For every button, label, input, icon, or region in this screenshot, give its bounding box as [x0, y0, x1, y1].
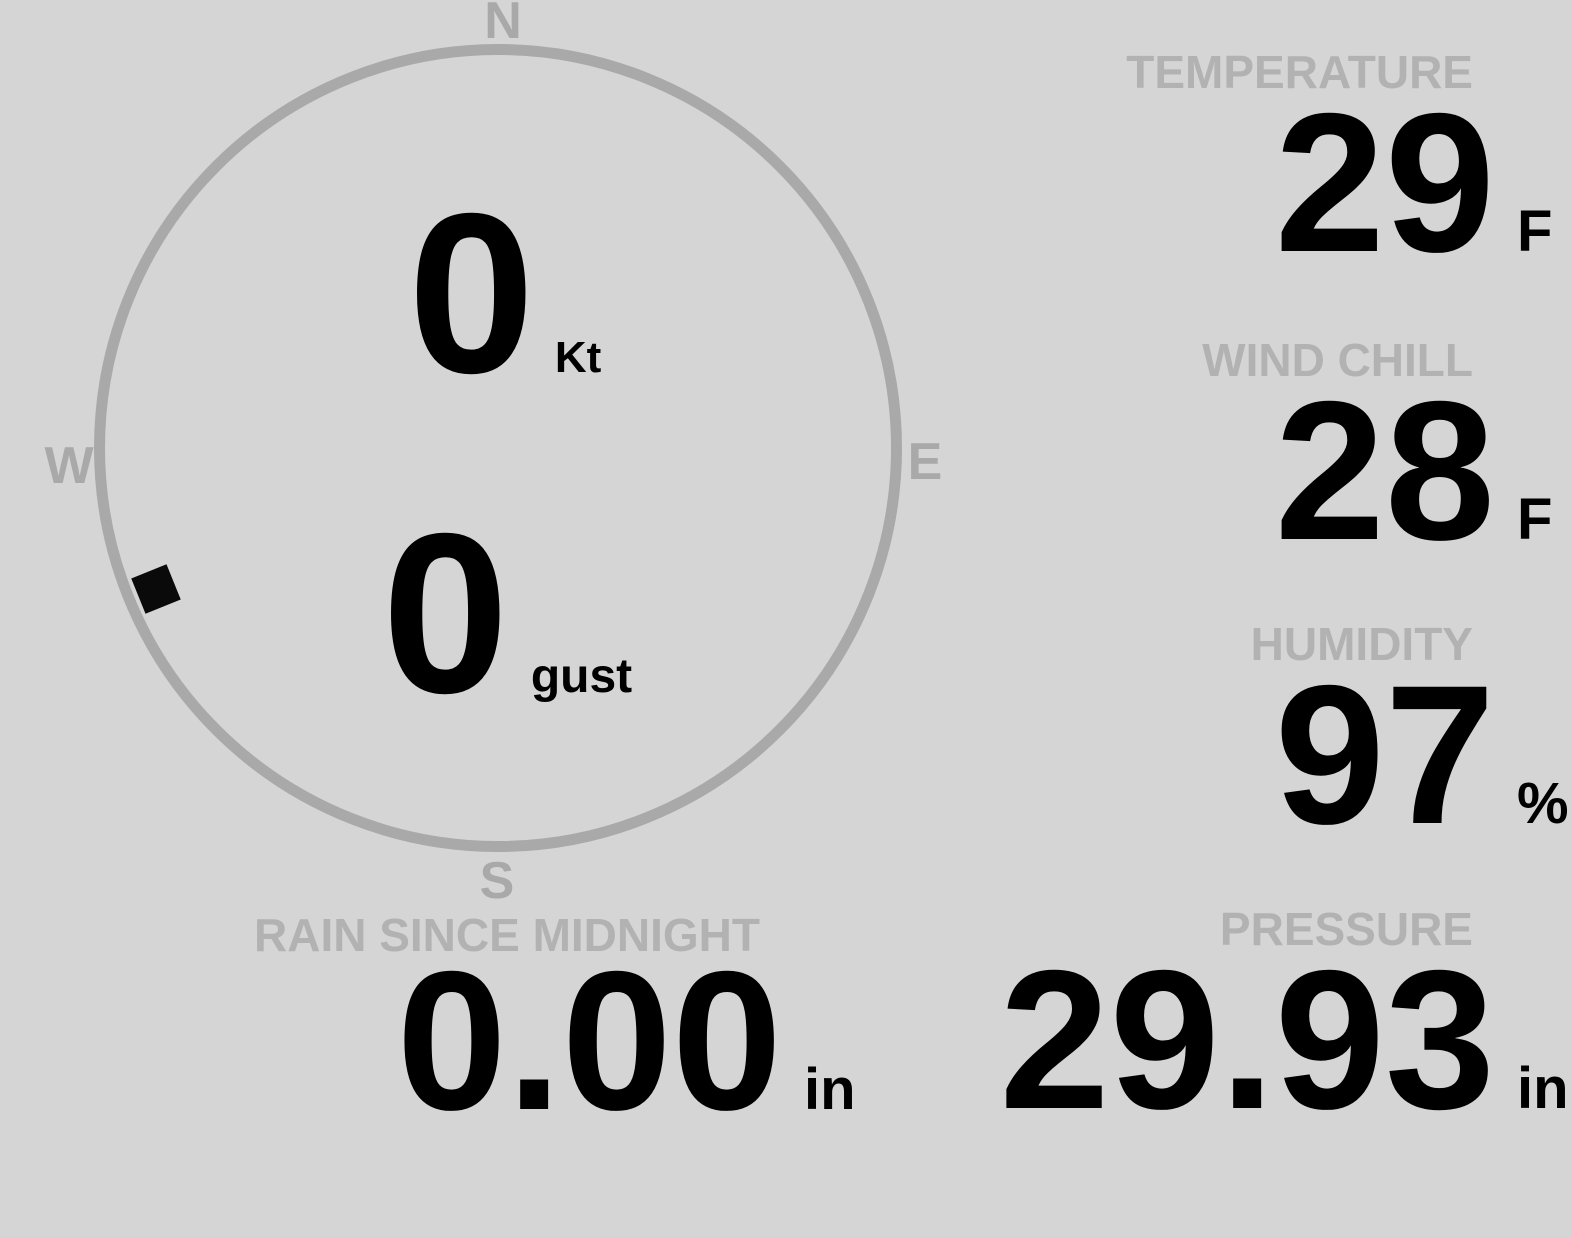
wind-gust-unit: gust [530, 650, 633, 703]
compass-west-label: W [44, 437, 94, 495]
humidity-value: 97 [1274, 644, 1495, 865]
wind-speed-value: 0 [408, 167, 535, 421]
wind-gust-value: 0 [382, 487, 509, 741]
temperature-label: TEMPERATURE [1126, 46, 1473, 98]
wind-speed-unit: Kt [554, 333, 602, 382]
compass-south-label: S [479, 852, 515, 910]
pressure-label: PRESSURE [1219, 903, 1473, 955]
humidity-value-row: 97 % [1251, 644, 1569, 865]
wind-gust: 0 gust [382, 500, 632, 728]
wind-chill-label: WIND CHILL [1202, 334, 1473, 386]
compass-north-label: N [484, 0, 522, 50]
pressure-value: 29.93 [999, 929, 1495, 1150]
rain-since-midnight-label: RAIN SINCE MIDNIGHT [254, 909, 760, 961]
humidity-label: HUMIDITY [1250, 618, 1473, 670]
temperature-unit: F [1517, 199, 1553, 264]
wind-chill-value: 28 [1274, 360, 1495, 581]
temperature-value-row: 29 F [1126, 84, 1565, 282]
humidity-stat: HUMIDITY 97 % [1250, 618, 1569, 865]
rain-since-midnight-value: 0.00 [396, 930, 782, 1151]
rain-since-midnight-value-row: 0.00 in [254, 930, 856, 1151]
humidity-unit: % [1517, 771, 1569, 836]
wind-chill-unit: F [1517, 487, 1553, 552]
compass-east-label: E [907, 433, 943, 491]
temperature-value: 29 [1274, 72, 1495, 293]
pressure-value-row: 29.93 in [999, 929, 1569, 1150]
wind-chill-stat: WIND CHILL 28 F [1202, 337, 1565, 570]
pressure-stat: PRESSURE 29.93 in [999, 903, 1569, 1150]
wind-speed: 0 Kt [408, 180, 601, 408]
temperature-stat: TEMPERATURE 29 F [1126, 49, 1565, 282]
rain-since-midnight-stat: RAIN SINCE MIDNIGHT 0.00 in [254, 909, 856, 1151]
compass-ring [94, 44, 902, 852]
rain-since-midnight-unit: in [804, 1057, 856, 1122]
pressure-unit: in [1517, 1056, 1569, 1121]
wind-chill-value-row: 28 F [1202, 372, 1565, 570]
